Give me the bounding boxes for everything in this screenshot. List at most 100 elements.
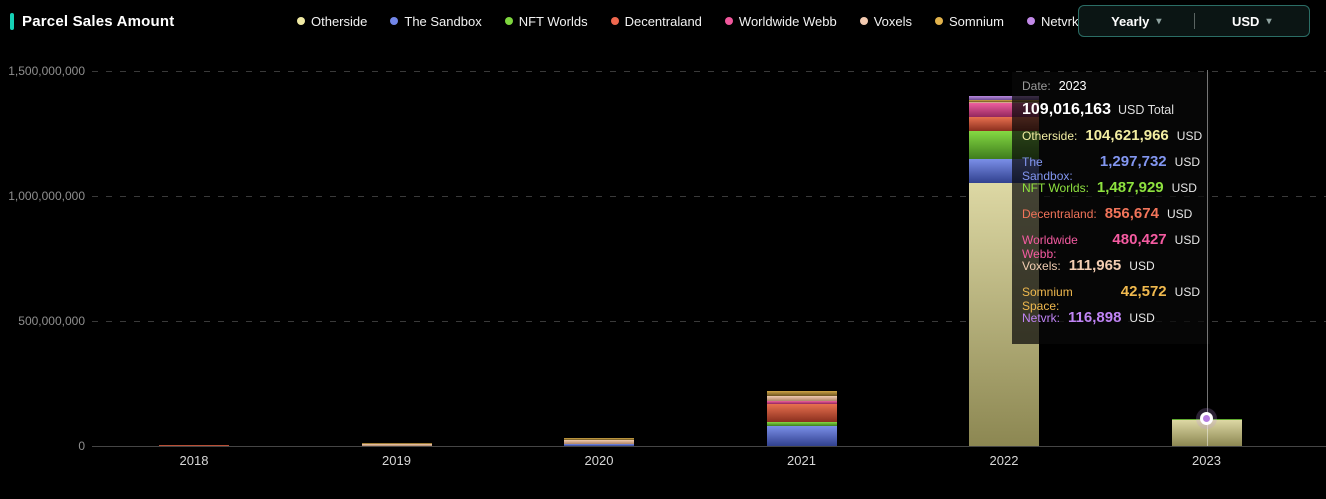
x-axis-tick-label: 2018 — [179, 453, 209, 468]
tooltip-row-suffix: USD — [1174, 155, 1200, 169]
gridline — [92, 321, 1326, 322]
tooltip-row-suffix: USD — [1129, 259, 1155, 273]
bar-segment-the-sandbox[interactable] — [564, 444, 634, 446]
x-axis-tick-label: 2023 — [1192, 453, 1221, 468]
bar-segment-worldwide-webb[interactable] — [766, 401, 837, 404]
gridline — [92, 71, 1326, 72]
tooltip-total-row: 109,016,163 USD Total — [1022, 101, 1200, 127]
legend-dot-icon — [504, 17, 513, 25]
x-axis-tick-label: 2020 — [584, 453, 614, 468]
chevron-down-icon: ▾ — [1266, 15, 1272, 27]
bar-segment-voxels[interactable] — [564, 440, 634, 444]
tooltip-row-nft-worlds: NFT Worlds: 1,487,929 USD — [1022, 179, 1200, 205]
legend-dot-icon — [610, 17, 619, 25]
bar-segment-voxels[interactable] — [969, 101, 1039, 103]
title-wrap: Parcel Sales Amount — [10, 12, 175, 30]
x-axis-tick-label: 2019 — [382, 453, 411, 468]
legend-item-label: Voxels — [873, 13, 913, 29]
bar-segment-decentraland[interactable] — [766, 404, 837, 422]
tooltip-row-decentraland: Decentraland: 856,674 USD — [1022, 205, 1200, 231]
tooltip-row-otherside: Otherside: 104,621,966 USD — [1022, 127, 1203, 153]
legend-item-voxels[interactable]: Voxels — [859, 13, 913, 29]
currency-dropdown[interactable]: USD ▾ — [1195, 6, 1310, 36]
tooltip-row-suffix: USD — [1166, 207, 1193, 221]
period-dropdown-label: Yearly — [1111, 13, 1150, 29]
tooltip-row-value: 1,297,732 — [1099, 153, 1167, 170]
tooltip-row-value: 480,427 — [1112, 231, 1167, 248]
tooltip: Date: 2023 109,016,163 USD Total Othersi… — [1012, 72, 1210, 344]
tooltip-row-value: 116,898 — [1068, 309, 1122, 326]
bar-2018[interactable] — [159, 66, 229, 446]
tooltip-row-label: Netvrk: — [1022, 311, 1061, 325]
bar-2021[interactable] — [766, 66, 837, 446]
legend-item-otherside[interactable]: Otherside — [297, 14, 367, 29]
hover-point-marker — [1200, 412, 1213, 426]
hover-point-marker-dot — [1203, 415, 1210, 423]
bar-segment-somnium[interactable] — [564, 438, 634, 440]
tooltip-row-netvrk: Netvrk: 116,898 USD — [1022, 309, 1200, 335]
y-axis-tick-label: 0 — [78, 439, 85, 453]
x-axis-baseline — [92, 446, 1326, 447]
tooltip-row-value: 111,965 — [1068, 257, 1122, 274]
legend-item-nft-worlds[interactable]: NFT Worlds — [504, 13, 588, 29]
bar-segment-voxels[interactable] — [361, 444, 432, 446]
legend-item-somnium[interactable]: Somnium — [935, 14, 1004, 29]
tooltip-row-value: 1,487,929 — [1096, 179, 1164, 196]
tooltip-row-suffix: USD — [1174, 285, 1200, 299]
tooltip-row-label: Decentraland: — [1022, 207, 1097, 221]
bar-segment-somnium[interactable] — [969, 99, 1039, 102]
legend-item-the-sandbox[interactable]: The Sandbox — [390, 14, 482, 29]
control-divider — [1193, 13, 1195, 29]
chevron-down-icon: ▾ — [1156, 15, 1162, 27]
chart-header: Parcel Sales Amount Otherside The Sandbox… — [0, 0, 1326, 42]
y-axis-tick-label: 1,000,000,000 — [8, 189, 85, 203]
tooltip-row-label: Somnium Space: — [1022, 285, 1073, 313]
legend-item-label: Decentraland — [624, 13, 702, 29]
legend-dot-icon — [390, 17, 399, 25]
legend: Otherside The Sandbox NFT Worlds Decentrala… — [297, 0, 1079, 42]
bar-segment-voxels[interactable] — [766, 396, 837, 401]
bar-segment-netvrk[interactable] — [969, 95, 1039, 100]
title-accent-bar — [10, 12, 14, 30]
x-axis-tick-label: 2022 — [989, 453, 1019, 468]
bar-2020[interactable] — [564, 66, 634, 446]
legend-item-label: NFT Worlds — [518, 13, 588, 29]
legend-item-label: Otherside — [311, 13, 368, 29]
currency-dropdown-label: USD — [1232, 13, 1260, 29]
tooltip-row-somnium-space: Somnium Space: 42,572 USD — [1022, 283, 1200, 313]
legend-item-decentraland[interactable]: Decentraland — [610, 13, 702, 29]
legend-dot-icon — [297, 17, 305, 25]
bar-2019[interactable] — [361, 66, 432, 446]
tooltip-row-value: 856,674 — [1104, 205, 1159, 222]
tooltip-row-label: Voxels: — [1022, 259, 1061, 273]
bar-segment-decentraland[interactable] — [159, 444, 229, 446]
legend-item-netvrk[interactable]: Netvrk — [1026, 14, 1079, 29]
legend-item-label: Worldwide Webb — [738, 13, 837, 29]
period-dropdown[interactable]: Yearly ▾ — [1079, 6, 1194, 36]
page-title: Parcel Sales Amount — [22, 12, 175, 30]
tooltip-date-label: Date: — [1022, 79, 1051, 93]
tooltip-rows: Otherside: 104,621,966 USD The Sandbox: 1,29… — [1022, 127, 1203, 335]
tooltip-date-value: 2023 — [1058, 79, 1087, 93]
tooltip-row-worldwide-webb: Worldwide Webb: 480,427 USD — [1022, 231, 1200, 261]
tooltip-row-label: NFT Worlds: — [1022, 181, 1089, 195]
tooltip-row-the-sandbox: The Sandbox: 1,297,732 USD — [1022, 153, 1200, 183]
hover-crosshair-line — [1206, 70, 1208, 446]
tooltip-row-suffix: USD — [1174, 233, 1200, 247]
bar-segment-somnium[interactable] — [766, 391, 837, 396]
bar-segment-somnium[interactable] — [361, 442, 432, 444]
tooltip-row-suffix: USD — [1176, 129, 1203, 143]
gridline — [92, 196, 1326, 197]
bar-segment-nft-worlds[interactable] — [766, 422, 837, 426]
tooltip-total-suffix: USD Total — [1117, 103, 1175, 117]
legend-dot-icon — [935, 17, 944, 25]
tooltip-row-value: 104,621,966 — [1085, 127, 1169, 144]
legend-item-worldwide-webb[interactable]: Worldwide Webb — [724, 13, 837, 29]
bar-segment-the-sandbox[interactable] — [766, 426, 837, 446]
y-axis-tick-label: 500,000,000 — [18, 314, 85, 328]
tooltip-row-suffix: USD — [1129, 311, 1155, 325]
legend-item-label: Somnium — [949, 13, 1004, 29]
legend-dot-icon — [1026, 17, 1035, 25]
tooltip-row-label: Otherside: — [1022, 129, 1078, 143]
tooltip-total-value: 109,016,163 — [1022, 101, 1111, 118]
